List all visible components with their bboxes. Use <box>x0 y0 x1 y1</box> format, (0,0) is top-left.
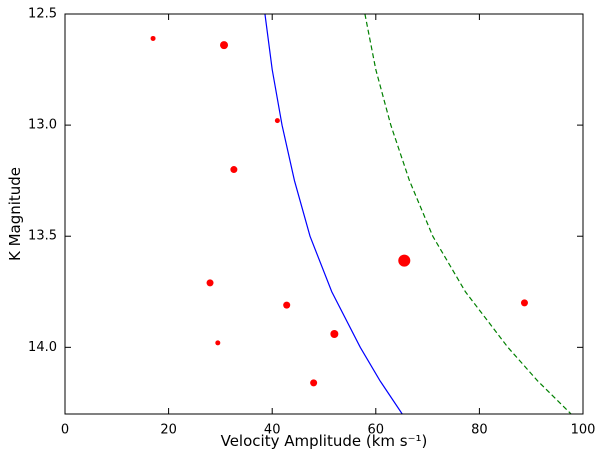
plot-frame <box>64 13 584 415</box>
curve <box>364 14 572 414</box>
x-axis-label: Velocity Amplitude (km s⁻¹) <box>221 432 428 450</box>
x-tick-label: 60 <box>368 423 385 438</box>
y-tick-label: 13.5 <box>28 229 57 244</box>
point <box>520 299 528 307</box>
x-tick-label: 40 <box>264 423 281 438</box>
y-axis-label: K Magnitude <box>6 167 24 261</box>
point <box>150 35 156 41</box>
point <box>330 330 339 338</box>
x-tick-label: 20 <box>160 423 177 438</box>
x-tick-label: 100 <box>571 423 596 438</box>
point <box>274 118 280 124</box>
point <box>310 379 318 387</box>
y-tick-label: 13.0 <box>28 118 57 133</box>
curve <box>264 14 403 414</box>
point <box>230 166 238 174</box>
point <box>220 41 229 50</box>
x-tick-label: 80 <box>471 423 488 438</box>
x-tick-label: 0 <box>61 423 69 438</box>
point <box>398 254 411 267</box>
y-tick-label: 14.0 <box>28 340 57 355</box>
point <box>283 301 291 309</box>
point <box>215 340 221 346</box>
y-tick-label: 12.5 <box>28 7 57 22</box>
point <box>206 279 214 287</box>
